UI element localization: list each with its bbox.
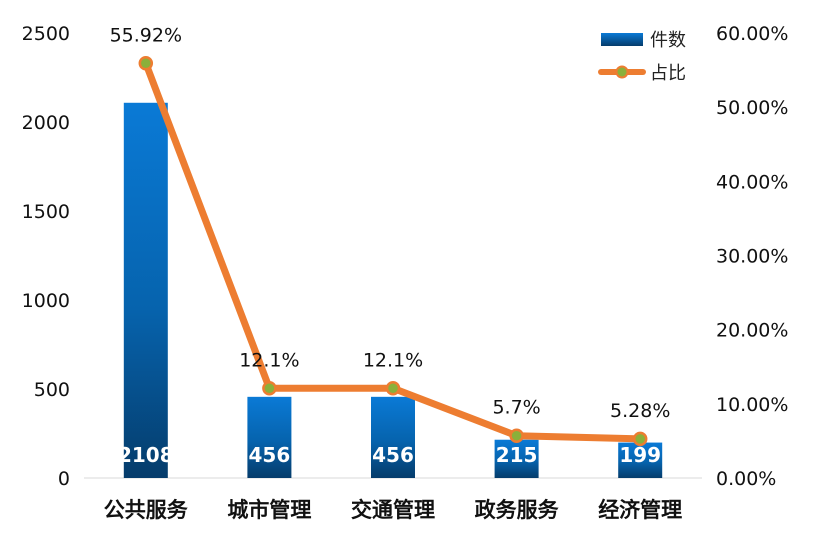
bar-data-label: 456	[372, 443, 414, 467]
left-tick-label: 0	[58, 468, 70, 490]
line-data-label: 5.7%	[492, 397, 540, 419]
legend-label-bar: 件数	[650, 30, 686, 51]
category-label: 交通管理	[351, 498, 435, 522]
line-point	[385, 381, 401, 396]
right-tick-label: 20.00%	[716, 320, 788, 342]
bar	[123, 102, 168, 478]
category-label: 政务服务	[475, 498, 560, 522]
bar-series	[123, 102, 663, 478]
left-tick-label: 1000	[22, 290, 70, 312]
line-point	[262, 381, 277, 396]
line-series: 55.92% 12.1% 12.1% 5.7% 5.28%	[110, 24, 670, 447]
right-tick-label: 50.00%	[716, 97, 788, 119]
line-data-label: 12.1%	[363, 349, 423, 371]
left-tick-label: 1500	[22, 201, 70, 223]
bar	[247, 396, 292, 478]
category-label: 公共服务	[104, 498, 189, 522]
bar-data-label: 215	[496, 443, 538, 467]
bar	[618, 442, 663, 478]
bar-data-label: 456	[249, 443, 291, 467]
bar-data-label: 199	[619, 443, 661, 467]
legend-swatch-bar	[601, 33, 643, 46]
right-axis: 0.00% 10.00% 20.00% 30.00% 40.00% 50.00% 60.00…	[716, 23, 788, 490]
line-data-label: 12.1%	[239, 349, 299, 371]
right-tick-label: 40.00%	[716, 171, 788, 193]
left-axis: 0 500 1000 1500 2000 2500	[22, 23, 702, 490]
legend-label-line: 占比	[650, 63, 686, 84]
left-tick-label: 2000	[22, 112, 70, 134]
left-tick-label: 500	[34, 379, 70, 401]
right-tick-label: 60.00%	[716, 23, 788, 45]
legend-swatch-marker	[615, 65, 629, 79]
right-tick-label: 10.00%	[716, 394, 788, 416]
right-tick-label: 30.00%	[716, 246, 788, 268]
line-data-label: 5.28%	[610, 400, 670, 422]
bar	[371, 396, 415, 478]
bar-data-label: 2108	[118, 443, 174, 467]
category-label: 城市管理	[227, 498, 311, 522]
line-data-label: 55.92%	[110, 24, 182, 46]
category-label: 经济管理	[598, 498, 682, 522]
category-labels: 公共服务 城市管理 交通管理 政务服务 经济管理	[104, 498, 682, 522]
bar-labels: 2108 456 456 215 199	[118, 443, 661, 467]
bar	[494, 439, 539, 478]
line-point	[138, 56, 154, 71]
line-point	[632, 431, 648, 447]
right-tick-label: 0.00%	[716, 468, 776, 490]
left-tick-label: 2500	[22, 23, 70, 45]
line-point	[509, 428, 524, 443]
